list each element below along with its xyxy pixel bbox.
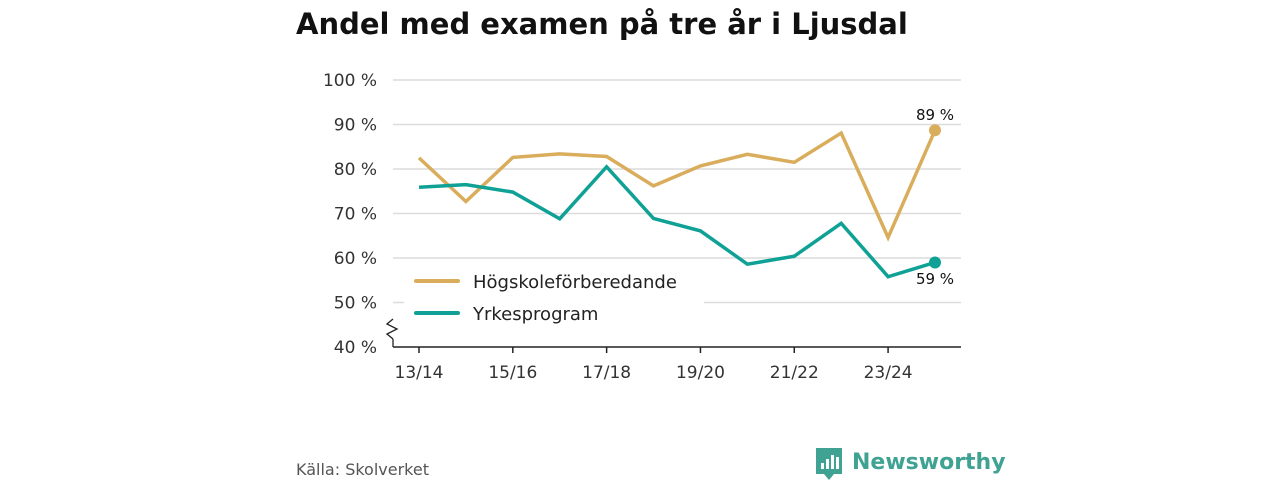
newsworthy-logo-icon xyxy=(816,448,842,480)
y-tick-label: 70 % xyxy=(334,205,377,225)
y-tick-label: 40 % xyxy=(334,338,377,358)
legend: Högskoleförberedande Yrkesprogram xyxy=(404,266,704,334)
y-tick-label: 100 % xyxy=(323,71,377,91)
series-line-hogskoleforberedande xyxy=(417,129,937,242)
brand-name: Newsworthy xyxy=(852,450,1006,475)
legend-label-hogskoleforberedande: Högskoleförberedande xyxy=(473,272,677,293)
y-tick-label: 50 % xyxy=(334,294,377,314)
brand-logo[interactable]: Newsworthy xyxy=(816,448,1006,480)
end-label-yrkesprogram: 59 % xyxy=(916,270,954,288)
x-tick-label: 17/18 xyxy=(582,363,631,383)
x-tick-label: 13/14 xyxy=(395,363,444,383)
chart-title: Andel med examen på tre år i Ljusdal xyxy=(296,7,908,41)
end-label-hogskoleforberedande: 89 % xyxy=(916,106,954,124)
legend-label-yrkesprogram: Yrkesprogram xyxy=(472,304,598,325)
x-axis: 13/14 15/16 17/18 19/20 21/22 23/24 xyxy=(393,346,961,383)
x-tick-label: 23/24 xyxy=(864,363,913,383)
end-point-hogskoleforberedande xyxy=(929,124,941,137)
x-tick-label: 21/22 xyxy=(770,363,819,383)
y-tick-label: 90 % xyxy=(334,116,377,136)
y-tick-label: 60 % xyxy=(334,249,377,269)
series-group xyxy=(417,124,941,279)
x-tick-label: 19/20 xyxy=(676,363,725,383)
grid xyxy=(393,79,961,304)
axis-break-mark xyxy=(385,318,399,340)
end-labels: 89 % 59 % xyxy=(916,106,954,288)
y-tick-label: 80 % xyxy=(334,160,377,180)
y-axis: 40 % 50 % 60 % 70 % 80 % 90 % 100 % xyxy=(323,71,399,358)
end-point-yrkesprogram xyxy=(929,256,941,269)
series-line-yrkesprogram xyxy=(418,164,936,279)
x-tick-label: 15/16 xyxy=(488,363,537,383)
source-text: Källa: Skolverket xyxy=(296,460,429,479)
legend-background xyxy=(404,266,704,334)
